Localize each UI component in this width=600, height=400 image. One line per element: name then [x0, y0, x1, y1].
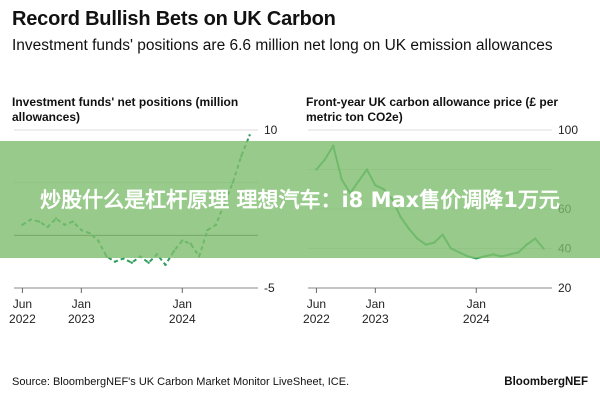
- chart-title: Record Bullish Bets on UK Carbon: [12, 8, 336, 30]
- right-xtick-label: Jun: [307, 297, 326, 311]
- chart-subtitle: Investment funds' positions are 6.6 mill…: [12, 37, 553, 54]
- right-xtick-label: Jan: [366, 297, 385, 311]
- left-xtick-label: 2023: [68, 312, 95, 326]
- left-data-point: [113, 260, 117, 263]
- left-xtick-label: Jun: [13, 297, 32, 311]
- left-data-point: [164, 263, 167, 267]
- right-xtick-label: 2022: [303, 312, 330, 326]
- left-data-point: [248, 134, 251, 137]
- left-ytick-label: -5: [264, 281, 275, 295]
- right-xtick-label: 2024: [463, 312, 490, 326]
- right-ytick-label: 100: [558, 123, 578, 137]
- right-panel-title: Front-year UK carbon allowance price (£ …: [306, 95, 559, 124]
- left-ytick-label: 10: [264, 123, 278, 137]
- left-xtick-label: Jan: [72, 297, 91, 311]
- right-xtick-label: Jan: [467, 297, 486, 311]
- right-xtick-label: 2023: [362, 312, 389, 326]
- left-xtick-label: 2024: [169, 312, 196, 326]
- overlay-banner: 炒股什么是杠杆原理 理想汽车：i8 Max售价调降1万元: [0, 141, 600, 258]
- left-data-point: [130, 261, 133, 264]
- right-ytick-label: 20: [558, 281, 572, 295]
- overlay-banner-text: 炒股什么是杠杆原理 理想汽车：i8 Max售价调降1万元: [40, 187, 560, 212]
- brand-logo: BloombergNEF: [504, 376, 588, 388]
- left-panel-title: Investment funds' net positions (million…: [12, 95, 239, 124]
- left-xtick-label: 2022: [9, 312, 36, 326]
- source-note: Source: BloombergNEF's UK Carbon Market …: [12, 376, 350, 388]
- left-data-point: [147, 261, 150, 264]
- left-xtick-label: Jan: [173, 297, 192, 311]
